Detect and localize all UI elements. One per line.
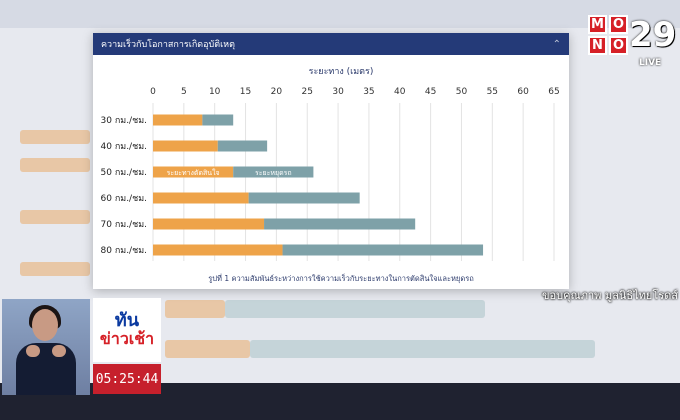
x-tick-label: 20	[271, 87, 283, 97]
show-logo: ทัน ข่าวเช้า	[93, 298, 161, 362]
bar-braking-distance	[248, 192, 360, 204]
channel-number: 29	[629, 15, 677, 55]
category-label: 70 กม./ชม.	[101, 220, 148, 230]
panel-header: ความเร็วกับโอกาสการเกิดอุบัติเหตุ ⌃	[93, 33, 569, 55]
presenter-face	[32, 309, 58, 341]
x-tick-label: 15	[240, 87, 251, 97]
image-credit: ขอบคุณภาพ มูลนิธิไทยโรดส์	[542, 289, 678, 302]
background-blur-strip	[20, 130, 90, 144]
presenter-hand	[26, 345, 40, 357]
x-tick-label: 10	[209, 87, 221, 97]
bar-braking-distance	[233, 166, 314, 178]
category-label: 30 กม./ชม.	[101, 116, 148, 126]
x-tick-label: 40	[394, 87, 406, 97]
series-label: ระยะทางตัดสินใจ	[167, 168, 220, 177]
background-blur-strip	[165, 300, 225, 318]
bar-decision-distance	[153, 114, 203, 126]
logo-letter: N	[588, 36, 607, 55]
category-label: 40 กม./ชม.	[101, 142, 148, 152]
show-logo-bottom: ข่าวเช้า	[99, 329, 155, 348]
bar-decision-distance	[153, 140, 218, 152]
x-tick-label: 25	[302, 87, 313, 97]
bar-braking-distance	[264, 218, 416, 230]
x-tick-label: 30	[332, 87, 344, 97]
x-tick-label: 65	[548, 87, 559, 97]
x-tick-label: 60	[517, 87, 529, 97]
chevron-up-icon[interactable]: ⌃	[552, 38, 561, 50]
panel-title: ความเร็วกับโอกาสการเกิดอุบัติเหตุ	[101, 40, 235, 50]
presenter-hand	[52, 345, 66, 357]
background-blur-strip	[20, 210, 90, 224]
background-blur-strip	[20, 158, 90, 172]
background-top-bar	[0, 0, 680, 28]
bar-braking-distance	[282, 244, 484, 256]
background-blur-strip	[20, 262, 90, 276]
broadcast-clock: 05:25:44	[93, 364, 161, 394]
chart-caption: รูปที่ 1 ความสัมพันธ์ระหว่างการใช้ความเร…	[208, 273, 474, 283]
background-blur-strip	[250, 340, 595, 358]
x-tick-label: 5	[181, 87, 187, 97]
bar-decision-distance	[153, 218, 265, 230]
x-tick-label: 55	[487, 87, 498, 97]
category-label: 80 กม./ชม.	[101, 246, 148, 256]
bar-braking-distance	[217, 140, 268, 152]
show-logo-top: ทัน	[114, 310, 140, 331]
background-blur-strip	[165, 340, 250, 358]
bar-decision-distance	[153, 244, 283, 256]
category-label: 60 กม./ชม.	[101, 194, 148, 204]
logo-letter: O	[609, 15, 628, 34]
live-label: LIVE	[639, 58, 662, 68]
bar-decision-distance	[153, 192, 249, 204]
logo-letter: M	[588, 15, 607, 34]
chart-panel: ความเร็วกับโอกาสการเกิดอุบัติเหตุ ⌃ ระยะ…	[93, 33, 569, 289]
sign-language-presenter	[2, 299, 90, 395]
series-label: ระยะหยุดรถ	[255, 169, 292, 177]
background-blur-strip	[225, 300, 485, 318]
stacked-bar-chart: ระยะทาง (เมตร) 0 5 10 15 20 25 30 35 40 45 50 55 60 65…	[101, 67, 560, 283]
chart-title: ระยะทาง (เมตร)	[309, 67, 374, 77]
x-tick-label: 50	[456, 87, 468, 97]
presenter-body	[16, 343, 76, 395]
x-tick-label: 35	[363, 87, 374, 97]
category-label: 50 กม./ชม.	[101, 168, 148, 178]
channel-logo: M O N O 29 LIVE	[587, 14, 677, 72]
logo-letter: O	[609, 36, 628, 55]
bar-braking-distance	[202, 114, 234, 126]
x-tick-label: 0	[150, 87, 156, 97]
bar-decision-distance	[153, 166, 234, 178]
x-tick-label: 45	[425, 87, 436, 97]
